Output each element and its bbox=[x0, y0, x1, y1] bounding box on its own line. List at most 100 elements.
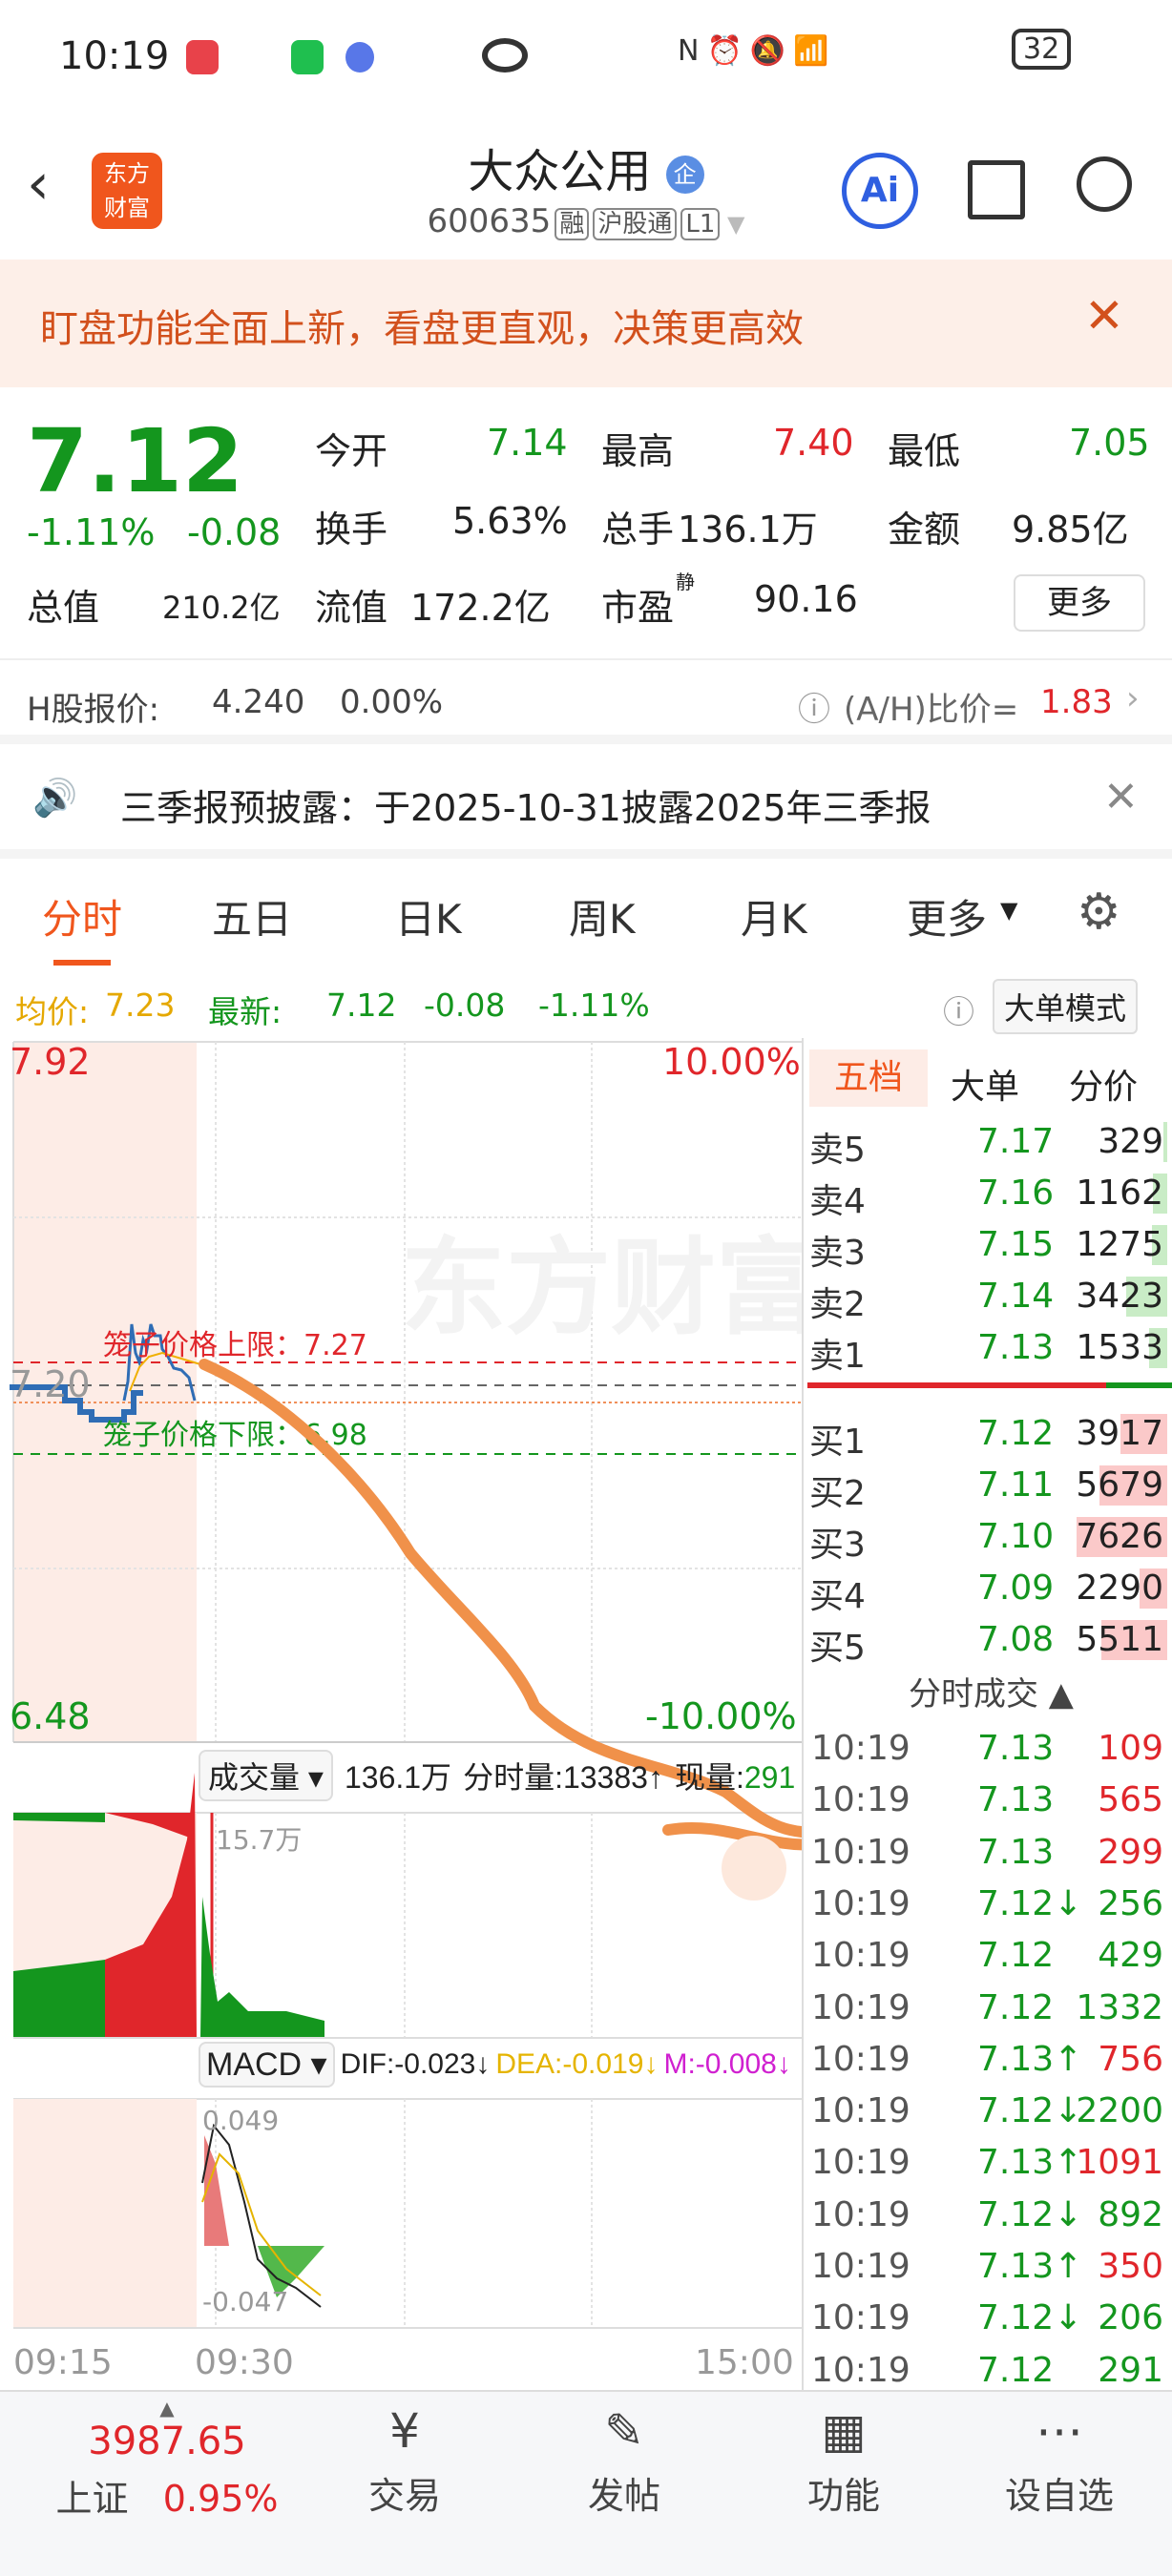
avg-label: 均价: bbox=[15, 993, 90, 1030]
price-summary-row: 均价: 7.23 最新: 7.12 -0.08 -1.11% ⓘ 大单模式 bbox=[0, 975, 1172, 1038]
level-label: 买4 bbox=[809, 1577, 866, 1616]
level-price: 7.15 bbox=[977, 1225, 1055, 1264]
status-bar: 10:19 32 N⏰🔕📶 bbox=[0, 0, 1172, 114]
latest-change: -0.08 bbox=[424, 987, 506, 1024]
grid-icon: ▦ bbox=[821, 2403, 867, 2459]
low-value: 7.05 bbox=[1069, 422, 1150, 464]
search-icon[interactable] bbox=[1077, 156, 1132, 212]
level-price: 7.16 bbox=[977, 1174, 1055, 1213]
nav-functions[interactable]: ▦ 功能 bbox=[748, 2390, 939, 2519]
trade-row: 10:19 7.13↑ 350 bbox=[811, 2243, 1169, 2295]
minute-volume: 分时量:13383↑ bbox=[463, 1760, 663, 1795]
index-value: 3987.65 bbox=[88, 2420, 246, 2463]
help-icon[interactable]: ⓘ bbox=[798, 691, 830, 729]
tab-more[interactable]: 更多 bbox=[907, 896, 988, 943]
bid-row[interactable]: 买5 7.08 5511 bbox=[809, 1614, 1167, 1668]
help-icon[interactable]: ⓘ bbox=[943, 993, 974, 1030]
dif-line bbox=[201, 2123, 322, 2308]
tab-weekly-k[interactable]: 周K bbox=[569, 896, 636, 943]
dropdown-icon: ▼ bbox=[1000, 897, 1018, 924]
nav-add-watchlist-label: 设自选 bbox=[1004, 2475, 1114, 2517]
level-volume: 329 bbox=[1098, 1122, 1163, 1161]
gear-icon[interactable]: ⚙ bbox=[1077, 883, 1121, 941]
volume-bar bbox=[1101, 1620, 1167, 1660]
trade-volume: 299 bbox=[1098, 1832, 1163, 1872]
index-ticker[interactable]: ▲ 3987.65 上证 0.95% bbox=[29, 2397, 305, 2522]
bid-row[interactable]: 买4 7.09 2290 bbox=[809, 1563, 1167, 1616]
ask-row[interactable]: 卖1 7.13 1533 bbox=[809, 1322, 1167, 1376]
level-label: 卖1 bbox=[809, 1337, 866, 1376]
trade-price: 7.13↑ bbox=[977, 2143, 1083, 2183]
more-button[interactable]: 更多 bbox=[1014, 574, 1145, 632]
pe-static: 静 bbox=[676, 571, 695, 593]
time-label-close: 15:00 bbox=[695, 2343, 794, 2382]
ask-row[interactable]: 卖5 7.17 329 bbox=[809, 1116, 1167, 1170]
avg-price-line bbox=[129, 1351, 201, 1392]
tab-five-levels[interactable]: 五档 bbox=[809, 1049, 928, 1107]
trade-price: 7.13↑ bbox=[977, 2247, 1083, 2286]
more-circle-icon: ⋯ bbox=[1036, 2403, 1083, 2459]
hand-drawn-annotation bbox=[199, 1359, 802, 1851]
stock-name-row: 大众公用 企 bbox=[0, 134, 1172, 200]
ai-button[interactable]: Ai bbox=[842, 153, 918, 229]
share-icon[interactable] bbox=[968, 160, 1025, 219]
volume-selector[interactable]: 成交量 ▾ bbox=[199, 1750, 333, 1801]
macd-header: MACD ▾ DIF:-0.023↓ DEA:-0.019↓ M:-0.008↓ bbox=[199, 2042, 791, 2088]
back-icon[interactable]: ‹ bbox=[27, 151, 50, 218]
ask-row[interactable]: 卖2 7.14 3423 bbox=[809, 1271, 1167, 1324]
trade-row: 10:19 7.13↑ 1091 bbox=[811, 2139, 1169, 2191]
level-label: 卖2 bbox=[809, 1285, 866, 1324]
price-line bbox=[122, 1323, 197, 1402]
trade-row: 10:19 7.12↓ 206 bbox=[811, 2295, 1169, 2346]
trade-volume: 892 bbox=[1098, 2194, 1163, 2234]
trade-price: 7.12 bbox=[977, 2350, 1055, 2390]
volume-total: 136.1万 bbox=[344, 1760, 452, 1795]
stock-code-row[interactable]: 600635 融沪股通 L1 ▼ bbox=[427, 202, 745, 240]
tab-price-distribution[interactable]: 分价 bbox=[1069, 1068, 1139, 1107]
now-volume: 291 bbox=[743, 1760, 796, 1795]
eastmoney-logo[interactable]: 东方财富 bbox=[92, 153, 162, 229]
collapse-button[interactable] bbox=[722, 1836, 786, 1901]
tab-monthly-k[interactable]: 月K bbox=[741, 896, 807, 943]
volume-bar bbox=[1076, 1517, 1167, 1557]
bid-row[interactable]: 买3 7.10 7626 bbox=[809, 1511, 1167, 1565]
close-icon[interactable]: ✕ bbox=[1084, 288, 1124, 343]
trade-volume: 109 bbox=[1098, 1729, 1163, 1768]
nav-trade[interactable]: ¥ 交易 bbox=[309, 2390, 500, 2519]
h-share-row[interactable]: H股报价: 4.240 0.00% ⓘ (A/H)比价= 1.83 › bbox=[0, 658, 1172, 744]
intraday-chart[interactable]: 东方财富 7.92 10.00% 7.20 笼子价格上限：7.27 笼子价格下限… bbox=[0, 1038, 802, 2393]
trade-volume: 756 bbox=[1098, 2039, 1163, 2079]
ask-row[interactable]: 卖3 7.15 1275 bbox=[809, 1219, 1167, 1273]
tab-daily-k[interactable]: 日K bbox=[395, 896, 462, 943]
notice-bar[interactable]: 🔊 三季报预披露：于2025-10-31披露2025年三季报 ✕ bbox=[0, 744, 1172, 859]
bid-row[interactable]: 买1 7.12 3917 bbox=[809, 1408, 1167, 1462]
edit-icon: ✎ bbox=[604, 2403, 644, 2459]
trade-row: 10:19 7.12↓ 2200 bbox=[811, 2088, 1169, 2139]
ask-row[interactable]: 卖4 7.16 1162 bbox=[809, 1168, 1167, 1221]
tab-five-day[interactable]: 五日 bbox=[212, 896, 293, 943]
h-share-price: 4.240 bbox=[212, 683, 305, 721]
big-order-mode-button[interactable]: 大单模式 bbox=[993, 979, 1139, 1034]
high-label: 最高 bbox=[601, 430, 675, 472]
nav-add-watchlist[interactable]: ⋯ 设自选 bbox=[964, 2390, 1155, 2519]
promo-banner[interactable]: 盯盘功能全面上新，看盘更直观，决策更高效 ✕ bbox=[0, 260, 1172, 387]
tab-big-orders[interactable]: 大单 bbox=[951, 1068, 1020, 1107]
bid-row[interactable]: 买2 7.11 5679 bbox=[809, 1460, 1167, 1513]
close-notice-icon[interactable]: ✕ bbox=[1103, 773, 1139, 821]
prev-close-label: 7.20 bbox=[10, 1363, 91, 1405]
volume-bars-green bbox=[13, 1960, 105, 2038]
macd-selector[interactable]: MACD ▾ bbox=[199, 2042, 335, 2088]
volume-value: 136.1万 bbox=[678, 509, 818, 551]
trade-price: 7.13 bbox=[977, 1729, 1055, 1768]
nav-post[interactable]: ✎ 发帖 bbox=[529, 2390, 720, 2519]
macd-selector-label: MACD bbox=[206, 2046, 303, 2083]
trade-row: 10:19 7.12↓ 892 bbox=[811, 2192, 1169, 2243]
trade-row: 10:19 7.12 291 bbox=[811, 2347, 1169, 2399]
tab-intraday[interactable]: 分时 bbox=[42, 896, 123, 943]
h-share-pct: 0.00% bbox=[340, 683, 444, 721]
amount-label: 金额 bbox=[888, 509, 961, 551]
pe-value: 90.16 bbox=[754, 578, 858, 620]
level-label: 买3 bbox=[809, 1526, 866, 1565]
trade-time: 10:19 bbox=[811, 1883, 910, 1923]
trades-title[interactable]: 分时成交 ▲ bbox=[909, 1675, 1074, 1714]
